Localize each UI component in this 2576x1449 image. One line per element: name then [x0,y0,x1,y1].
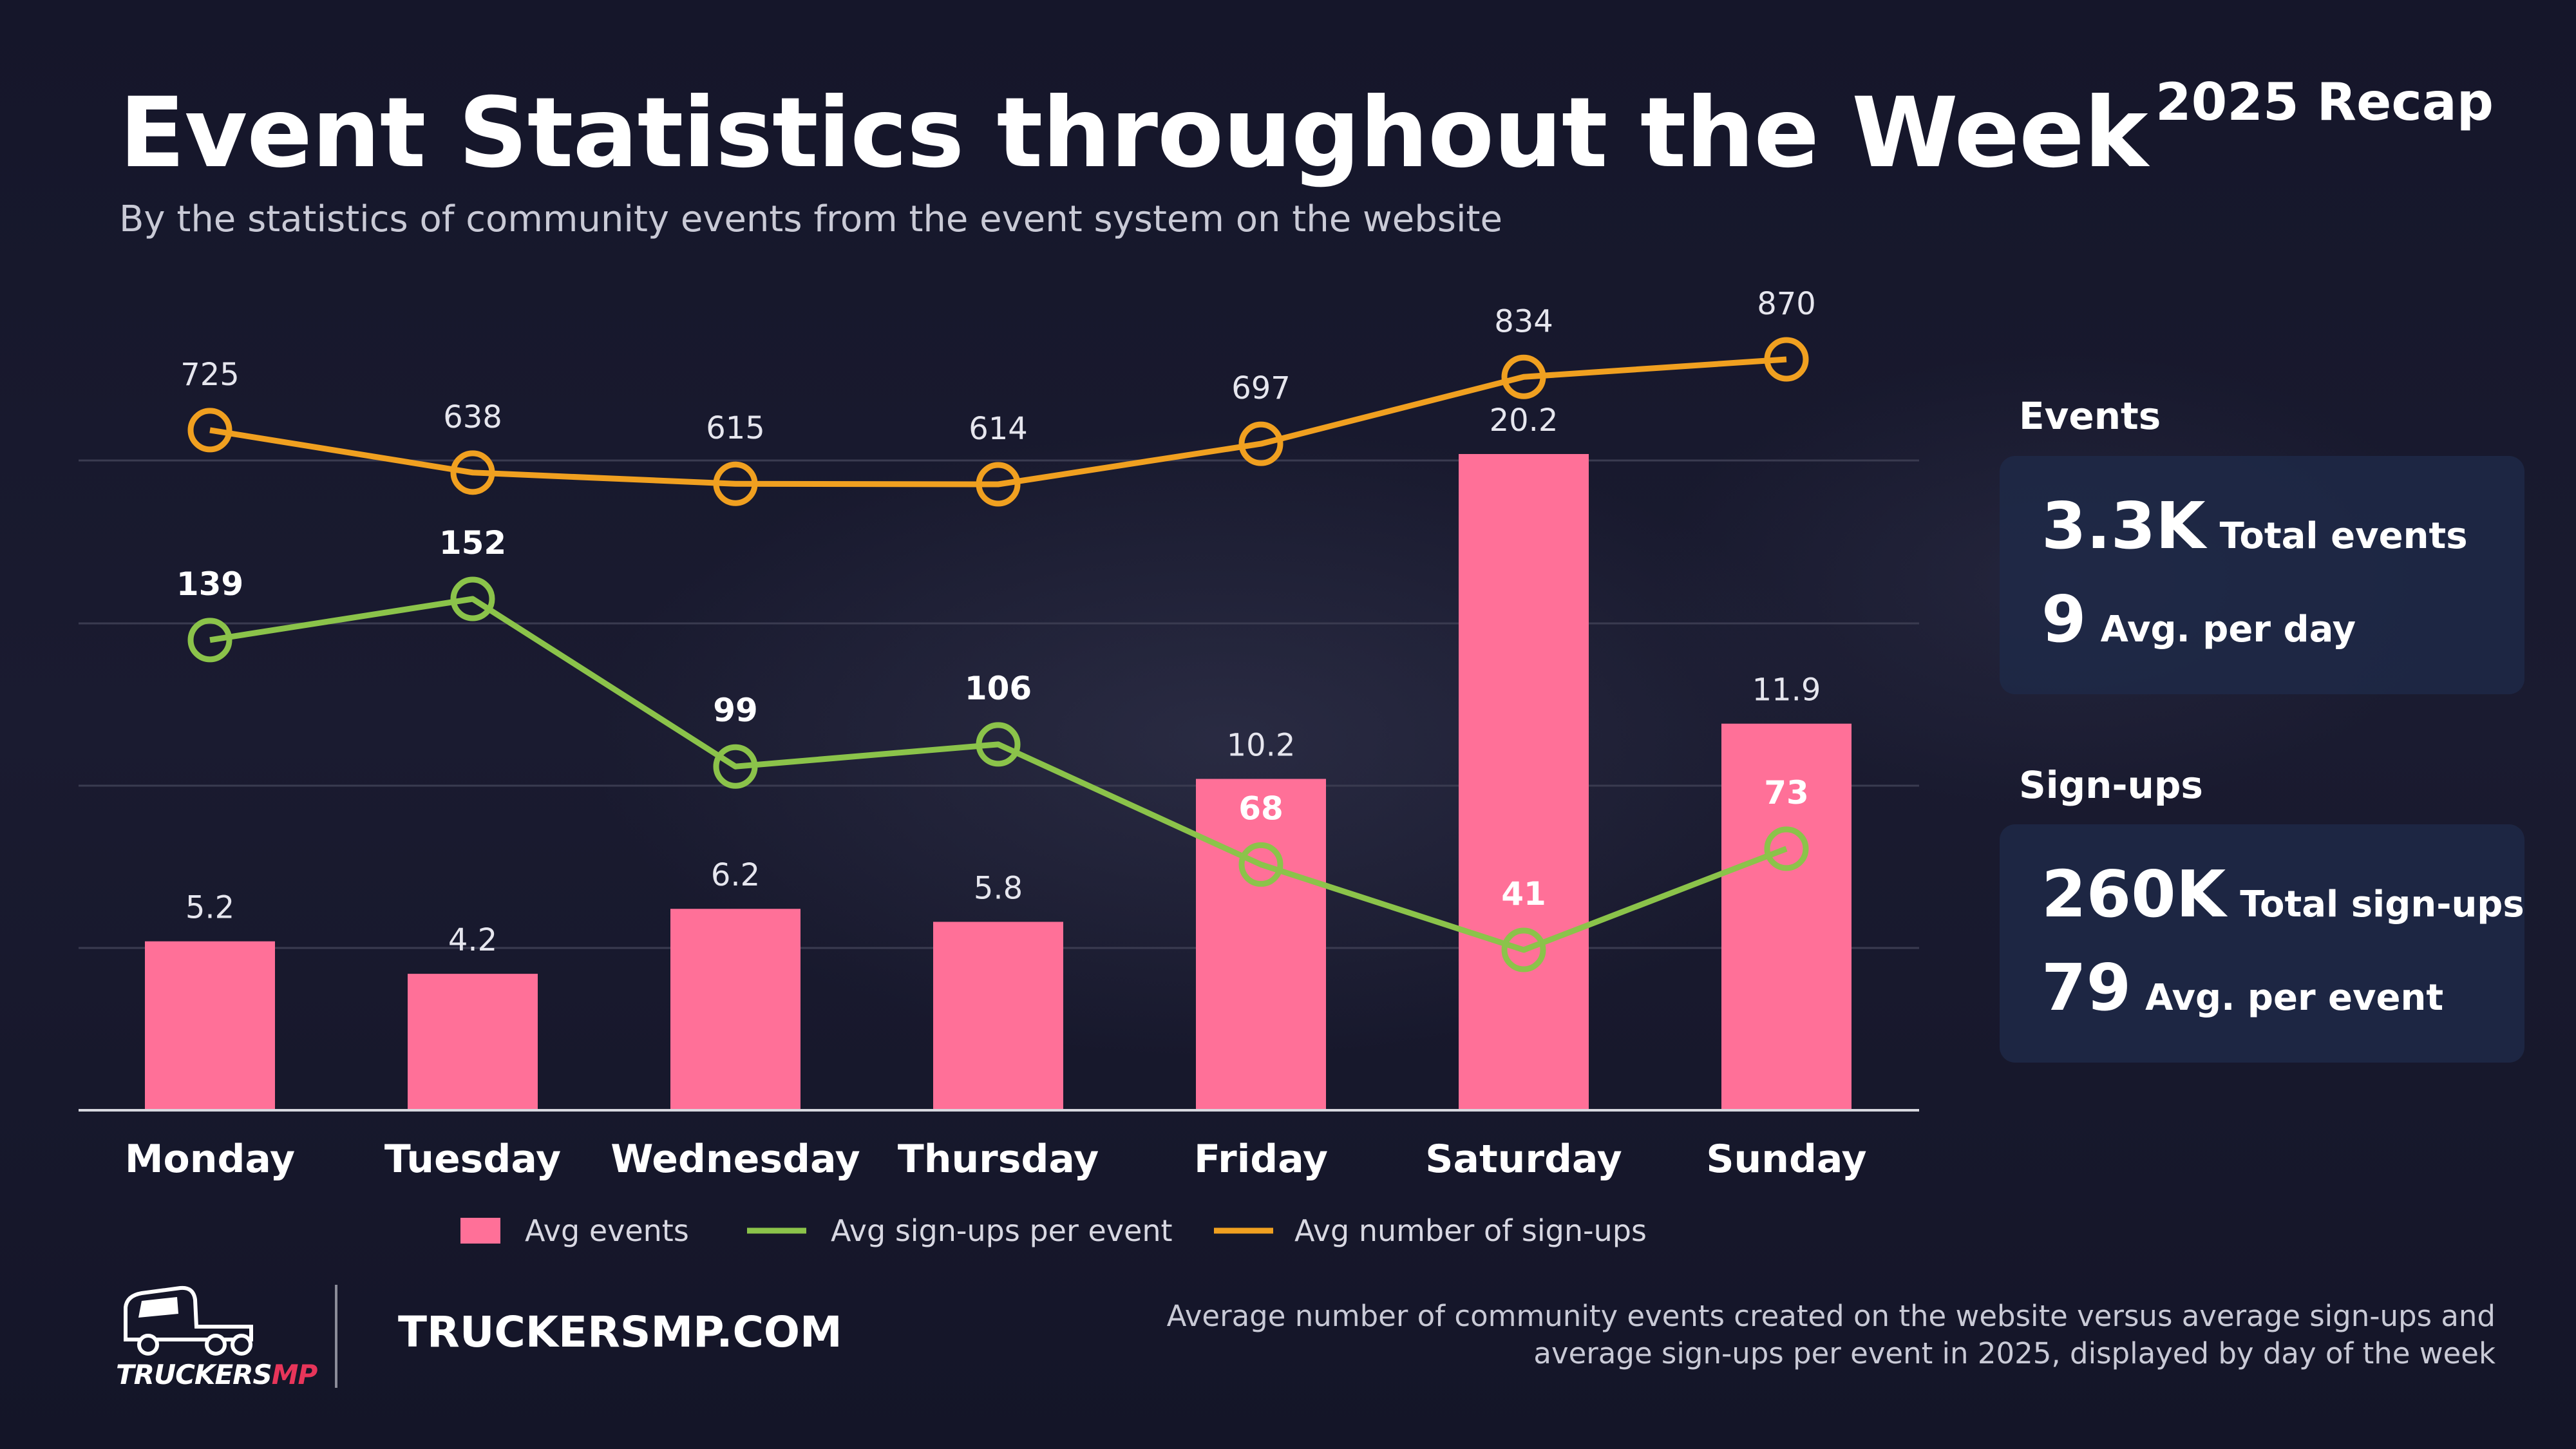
signups-total-label: Total sign-ups [2240,884,2524,925]
green-signups-per-event-point [1764,826,1809,871]
bar-value-label: 5.2 [185,890,234,926]
green-signups-per-event-point [187,618,232,663]
recap-badge: 2025 Recap [2155,72,2494,132]
orange-signups-point [1764,337,1809,382]
orange-signups-value-label: 725 [180,357,240,393]
truck-logo-icon [124,1285,253,1356]
bar-avg-events [145,941,275,1110]
signups-card: 260K Total sign-ups 79 Avg. per event [2000,824,2524,1063]
orange-signups-point [450,450,495,495]
events-avg-value: 9 [2041,582,2087,657]
x-tick-label: Wednesday [611,1137,860,1182]
x-tick-label: Thursday [898,1137,1099,1182]
signups-total-kpi: 260K Total sign-ups [2041,857,2524,932]
bar-value-label: 20.2 [1490,402,1558,439]
bar-avg-events [408,974,538,1110]
footnote: Average number of community events creat… [1166,1299,2496,1370]
bar-avg-events [1721,723,1852,1110]
orange-signups-point [1501,354,1546,399]
orange-signups-value-label: 615 [706,410,765,446]
logo-wordmark-accent: MP [271,1359,318,1390]
x-tick-label: Sunday [1706,1137,1866,1182]
bar-avg-events [1196,779,1326,1110]
bar-avg-events [1459,454,1589,1110]
logo-wordmark-main: TRUCKERS [116,1359,272,1390]
events-heading: Events [2019,394,2161,438]
orange-signups-point [713,461,758,506]
bar-value-label: 5.8 [974,870,1023,906]
green-signups-per-event-value-label: 99 [713,692,758,729]
green-signups-per-event-point [450,576,495,621]
bar-value-label: 4.2 [448,922,497,958]
signups-avg-label: Avg. per event [2145,977,2444,1019]
signups-total-value: 260K [2041,857,2226,932]
events-avg-label: Avg. per day [2100,609,2356,650]
x-tick-label: Tuesday [384,1137,561,1182]
legend-swatch-bars [460,1218,500,1244]
orange-signups-value-label: 697 [1231,370,1291,406]
green-signups-per-event-point [976,722,1021,767]
green-signups-per-event-line [209,596,1788,953]
x-tick-label: Friday [1194,1137,1328,1182]
bar-avg-events [670,909,800,1110]
site-link[interactable]: TRUCKERSMP.COM [398,1307,842,1357]
orange-signups-point [1238,421,1283,466]
orange-signups-value-label: 870 [1757,286,1816,322]
green-signups-per-event-point [713,744,758,789]
green-signups-per-event-point [1501,927,1546,972]
orange-signups-value-label: 614 [969,411,1028,447]
green-signups-per-event-value-label: 73 [1764,774,1809,811]
orange-signups-point [187,408,232,453]
green-signups-per-event-value-label: 68 [1238,790,1283,827]
footer-divider [335,1285,337,1388]
bar-value-label: 6.2 [711,857,760,893]
events-total-kpi: 3.3K Total events [2041,488,2468,564]
orange-signups-value-label: 638 [443,399,502,435]
bar-value-label: 11.9 [1752,672,1821,708]
events-total-value: 3.3K [2041,488,2206,564]
orange-signups-line [209,356,1787,488]
logo-wordmark: TRUCKERSMP [116,1359,317,1390]
bar-value-label: 10.2 [1227,727,1296,763]
green-signups-per-event-value-label: 106 [965,670,1032,707]
legend-label-orange: Avg number of sign-ups [1294,1213,1647,1248]
signups-avg-kpi: 79 Avg. per event [2041,950,2443,1025]
green-signups-per-event-point [1238,842,1283,887]
events-avg-kpi: 9 Avg. per day [2041,582,2356,657]
x-tick-label: Saturday [1425,1137,1622,1182]
signups-heading: Sign-ups [2019,763,2203,807]
page-title: Event Statistics throughout the Week [119,77,2148,189]
green-signups-per-event-value-label: 152 [439,524,506,562]
legend-label-green: Avg sign-ups per event [831,1213,1173,1248]
legend-label-bars: Avg events [525,1213,689,1248]
signups-avg-value: 79 [2041,950,2132,1025]
page-subtitle: By the statistics of community events fr… [119,198,1502,240]
green-signups-per-event-value-label: 139 [176,565,243,603]
bar-avg-events [933,922,1063,1110]
orange-signups-value-label: 834 [1494,303,1553,339]
events-card: 3.3K Total events 9 Avg. per day [2000,456,2524,694]
orange-signups-point [976,462,1021,507]
green-signups-per-event-value-label: 41 [1501,875,1546,913]
events-total-label: Total events [2219,515,2468,557]
x-tick-label: Monday [125,1137,295,1182]
